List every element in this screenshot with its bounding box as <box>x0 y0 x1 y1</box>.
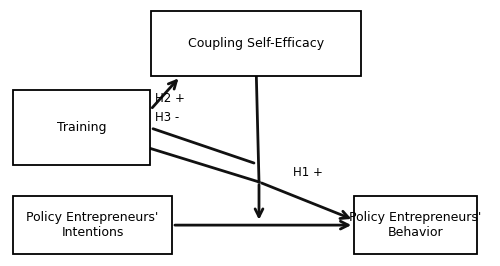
Text: Coupling Self-Efficacy: Coupling Self-Efficacy <box>188 37 324 50</box>
Text: Policy Entrepreneurs'
Behavior: Policy Entrepreneurs' Behavior <box>350 211 482 239</box>
Text: Training: Training <box>57 121 106 134</box>
Text: H2 +: H2 + <box>155 92 185 105</box>
FancyBboxPatch shape <box>13 90 150 165</box>
FancyBboxPatch shape <box>152 11 362 76</box>
FancyBboxPatch shape <box>13 196 172 254</box>
Text: H3 -: H3 - <box>155 111 180 124</box>
FancyBboxPatch shape <box>354 196 477 254</box>
Text: H1 +: H1 + <box>293 167 322 180</box>
Text: Policy Entrepreneurs'
Intentions: Policy Entrepreneurs' Intentions <box>26 211 158 239</box>
